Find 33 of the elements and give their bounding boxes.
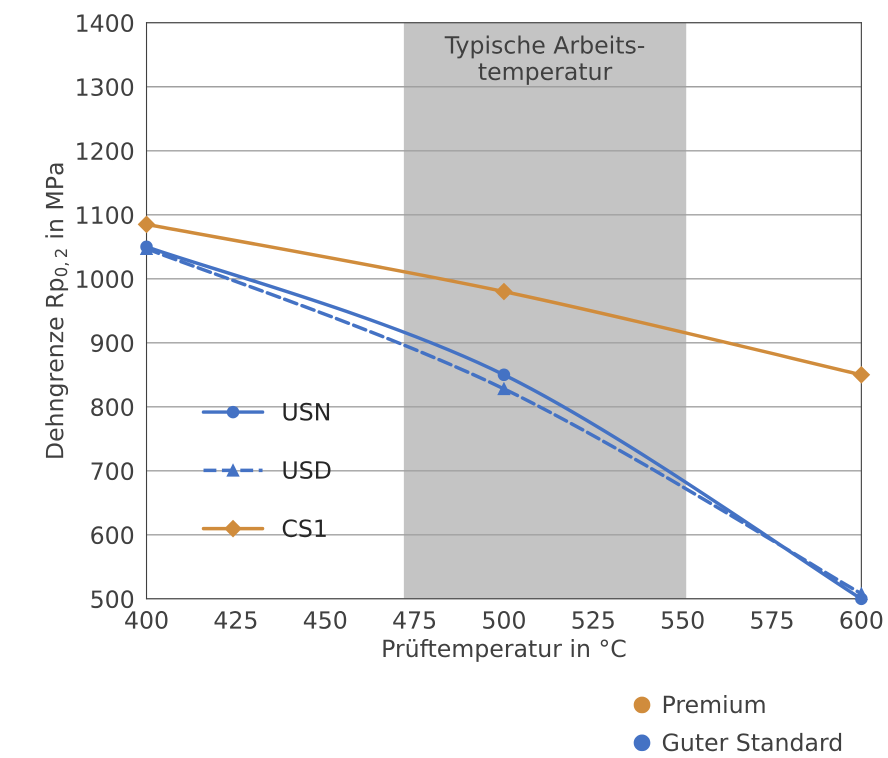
x-axis-title: Prüftemperatur in °C [383,639,626,662]
x-tick-label: 450 [304,611,346,629]
point [495,283,512,300]
x-tick-label: 575 [751,611,792,629]
text: Guter Standard [662,732,842,752]
y-tick-label: 1100 [77,206,134,224]
y-tick-label: 1300 [77,78,134,96]
legend-label: USD [283,461,330,479]
x-tick-label: 475 [393,611,436,629]
band-label: Typische Arbeits- temperatur [444,36,644,85]
x-tick-label: 550 [662,611,704,629]
y-tick-label: 1200 [77,142,134,160]
y-tick-label: 500 [91,590,134,608]
y-tick-label: 1000 [77,270,134,288]
y-tick-label: 1400 [77,14,134,32]
point [498,368,510,382]
legend-label: USN [283,402,330,421]
x-tick-label: 525 [572,611,614,629]
y-tick-label: 800 [91,398,134,416]
point [498,382,510,396]
point [852,366,870,384]
point [138,216,156,233]
x-tick-label: 400 [125,611,168,629]
y-tick-label: 700 [92,462,134,480]
y-tick-label: 900 [91,334,134,352]
y-axis-title: Dehngrenze Rp$_{0,2}$ in MPa [45,164,69,458]
text: Premium [664,695,765,714]
x-tick-label: 425 [214,611,256,629]
point [855,587,868,600]
x-tick-label: 600 [840,611,882,629]
y-tick-label: 600 [91,526,134,544]
x-tick-label: 500 [483,611,525,629]
legend-label: CS1 [282,519,326,538]
